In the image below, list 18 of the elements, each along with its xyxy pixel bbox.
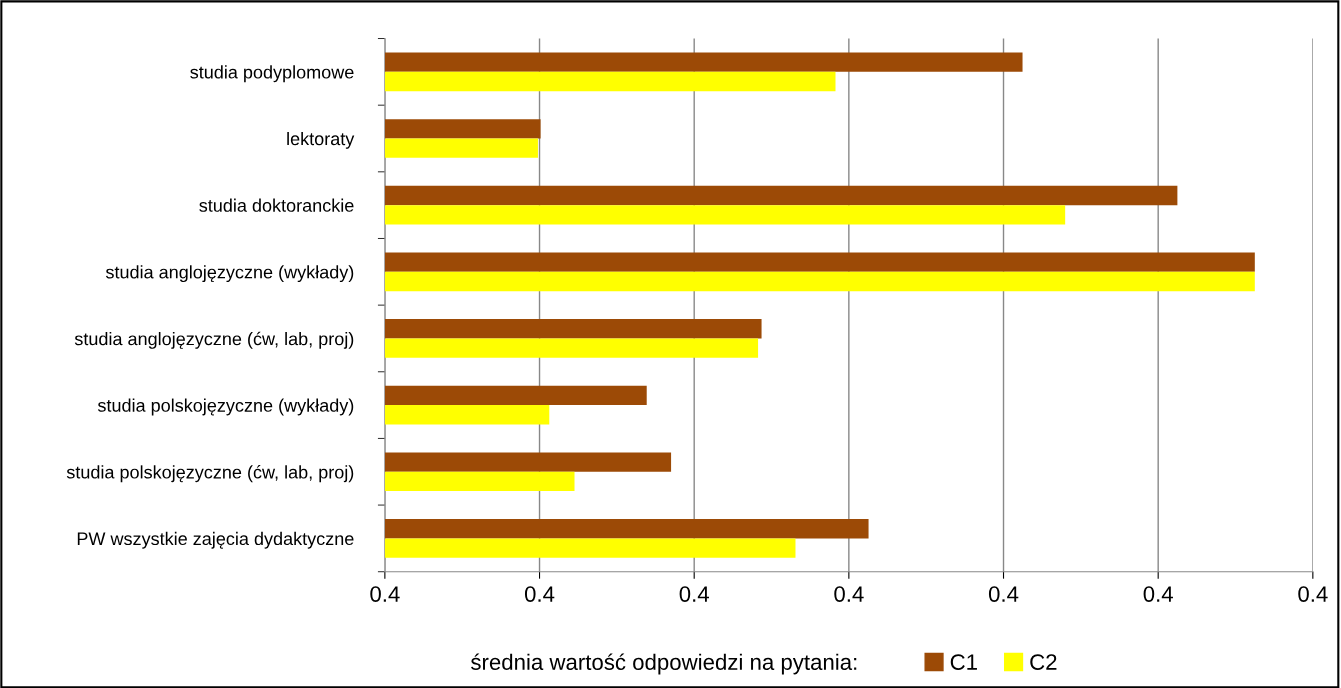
y-tick-label: PW wszystkie zajęcia dydaktyczne	[77, 531, 354, 549]
text: 0.4	[524, 586, 555, 602]
text: 0.4	[834, 586, 864, 602]
text: 0.4	[679, 586, 709, 602]
y-tick-label: studia polskojęzyczne (wykłady)	[97, 398, 354, 416]
text: 0.4	[370, 586, 400, 602]
y-tick-label: studia polskojęzyczne (ćw, lab, proj)	[66, 465, 354, 483]
y-tick-label: lektoraty	[287, 131, 355, 149]
legend-label: C2	[1030, 654, 1057, 670]
legend-title: średnia wartość odpowiedzi na pytania:	[471, 653, 857, 675]
y-tick-label: studia anglojęzyczne (wykłady)	[105, 265, 354, 283]
y-tick-label: studia anglojęzyczne (ćw, lab, proj)	[74, 331, 354, 349]
text: 0.4	[1143, 586, 1173, 602]
legend-label: C1	[950, 654, 977, 670]
y-tick-label: studia podyplomowe	[190, 65, 354, 83]
text: 0.4	[988, 586, 1019, 602]
y-tick-label: studia doktoranckie	[199, 198, 354, 212]
text: 0.4	[1298, 586, 1328, 602]
